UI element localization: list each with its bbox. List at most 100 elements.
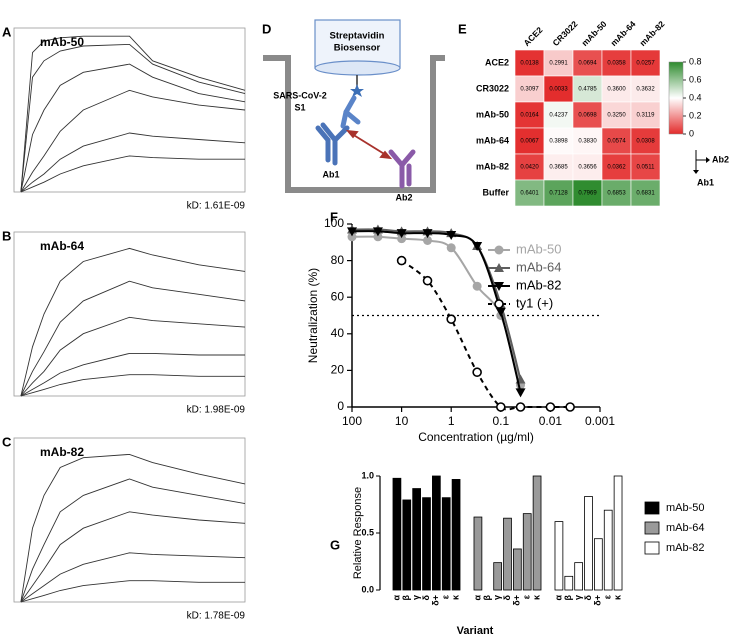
marker: [472, 241, 483, 251]
cell-label: 0.0257: [636, 61, 655, 67]
chart-title: mAb-64: [40, 239, 84, 253]
antigen-label: S1: [294, 102, 305, 112]
s1-protein: [340, 95, 361, 129]
bar: [392, 477, 402, 591]
cell-label: 0.0574: [607, 139, 626, 145]
marker: [422, 275, 433, 286]
heatmap-cell: [572, 75, 603, 103]
legend-marker: [494, 282, 504, 291]
marker: [422, 229, 433, 239]
cell-label: 0.3250: [607, 113, 626, 119]
column-label: mAb-64: [608, 19, 637, 48]
bar: [422, 497, 431, 591]
x-tick-label: β: [563, 595, 573, 601]
heatmap-cell: [543, 153, 574, 181]
chart-title: mAb-50: [40, 35, 84, 49]
x-tick-label: β: [482, 595, 492, 601]
bar: [584, 496, 593, 591]
bar: [564, 575, 574, 591]
cell-label: 0.7969: [578, 191, 597, 197]
sensor-curve: [20, 43, 246, 193]
sensor-label: Biosensor: [334, 43, 381, 54]
cell-label: 0.0694: [578, 61, 597, 67]
series-line: [351, 230, 522, 393]
panel-letter: A: [2, 24, 12, 39]
y-axis-label: Relative Response: [352, 487, 364, 579]
heatmap-cell: [514, 153, 545, 181]
ab2-label: Ab2: [395, 192, 412, 202]
colorbar: [668, 61, 684, 135]
legend-label: mAb-82: [666, 542, 705, 554]
plot-frame: [13, 231, 246, 397]
column-label: CR3022: [550, 19, 579, 48]
cell-label: 0.3600: [607, 87, 626, 93]
cell-label: 0.4237: [549, 113, 568, 119]
cell-label: 0.3656: [578, 165, 597, 171]
heatmap-cell: [630, 179, 661, 207]
legend-label: mAb-50: [516, 241, 562, 256]
bar: [412, 488, 421, 591]
bar: [513, 548, 522, 591]
x-tick-label: 10: [395, 414, 409, 428]
marker: [472, 281, 482, 291]
y-tick-label: 0.5: [361, 527, 374, 537]
streptavidin: [350, 84, 364, 97]
x-tick-label: 0.001: [585, 414, 615, 428]
x-axis-label: Variant: [457, 625, 494, 637]
x-tick-label: γ: [573, 595, 583, 600]
x-tick-label: δ+: [431, 595, 441, 606]
heatmap-cell: [630, 127, 661, 155]
bar: [432, 475, 441, 591]
marker: [373, 232, 383, 242]
sensor-curve: [20, 35, 246, 193]
bar: [522, 513, 532, 591]
biosensor: [314, 19, 401, 69]
x-tick-label: 0.1: [492, 414, 509, 428]
panel-letter: D: [262, 21, 271, 36]
y-tick-label: 1.0: [361, 470, 374, 480]
plot-frame: [13, 27, 246, 193]
marker: [396, 229, 407, 239]
panel-letter: G: [330, 537, 340, 552]
bar: [613, 475, 623, 591]
x-tick-label: κ: [450, 594, 460, 600]
marker: [446, 243, 456, 253]
cell-label: 0.0308: [636, 139, 655, 145]
diagram: D Streptavidin Biosensor SARS-CoV-2 S1 A…: [262, 19, 445, 202]
legend-marker: [494, 263, 504, 272]
annotation: kD: 1.98E-09: [187, 405, 246, 416]
bar: [402, 499, 412, 591]
cell-label: 0.0138: [520, 61, 539, 67]
heatmap-cell: [543, 179, 574, 207]
row-label: Buffer: [483, 187, 510, 197]
row-label: CR3022: [476, 83, 509, 93]
x-tick-label: γ: [411, 595, 421, 600]
cell-label: 0.0033: [549, 87, 568, 93]
x-tick-label: κ: [531, 594, 541, 600]
heatmap-cell: [630, 75, 661, 103]
y-tick-label: 0: [337, 399, 344, 413]
sensor-curve: [20, 453, 246, 603]
bar: [441, 497, 451, 591]
row-label: mAb-50: [476, 109, 509, 119]
heatmap-cell: [514, 179, 545, 207]
bar: [473, 516, 483, 591]
marker: [347, 232, 357, 242]
cell-label: 0.3898: [549, 139, 568, 145]
cell-label: 0.0358: [607, 61, 626, 67]
x-tick-label: 1: [448, 414, 455, 428]
plot-frame: [13, 437, 246, 603]
x-tick-label: δ: [421, 594, 431, 600]
panel-letter: F: [330, 209, 338, 224]
bar: [594, 538, 603, 591]
legend-label: ty1 (+): [516, 295, 553, 310]
sensor-curve: [20, 352, 245, 397]
sensor-curve: [20, 155, 245, 193]
binding-arrow: [345, 129, 393, 160]
x-tick-label: β: [401, 595, 411, 601]
legend-swatch: [644, 521, 660, 535]
bar: [532, 475, 542, 591]
x-tick-label: ε: [522, 594, 532, 599]
colorbar-tick-label: 0.4: [689, 92, 702, 102]
